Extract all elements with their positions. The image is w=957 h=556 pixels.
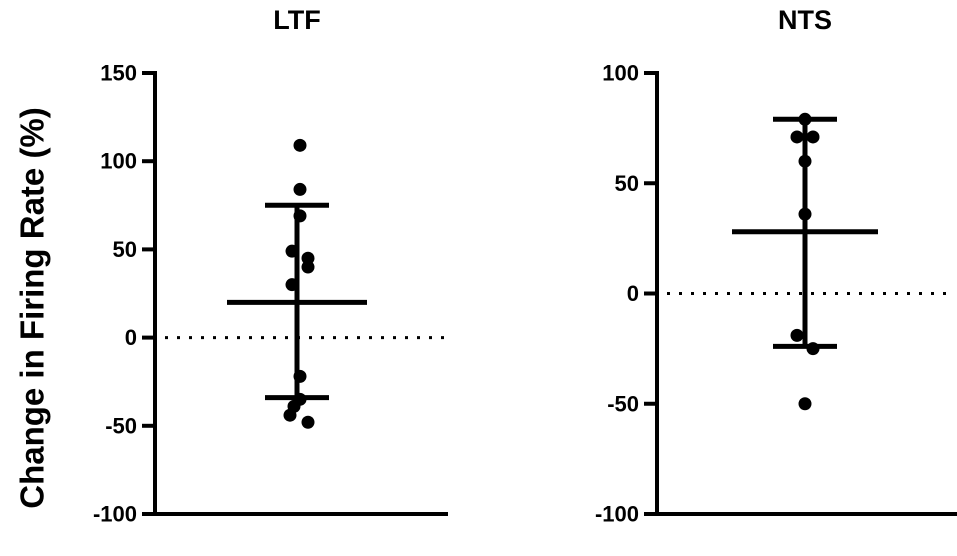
ltf-data-point	[283, 408, 297, 422]
nts-chart-title: NTS	[778, 5, 832, 35]
ltf-y-tick-label: 50	[113, 237, 137, 262]
nts-data-point	[806, 342, 820, 356]
nts-data-point	[798, 397, 812, 411]
nts-data-point	[790, 328, 804, 342]
ltf-data-point	[293, 369, 307, 383]
ltf-y-tick-label: 100	[100, 149, 137, 174]
ltf-panel: LTF -100 -50 0 50 100 150	[93, 5, 448, 527]
ltf-y-tick-label: -50	[105, 413, 137, 438]
ltf-y-tick-label: 150	[100, 61, 137, 86]
nts-y-tick-label: 100	[602, 61, 639, 86]
ltf-data-point	[285, 278, 299, 292]
nts-y-tick-label: -100	[595, 502, 639, 527]
ltf-y-tick-label: -100	[93, 502, 137, 527]
nts-data-point	[798, 207, 812, 221]
nts-data-point	[798, 112, 812, 126]
ltf-data-point	[293, 182, 307, 196]
ltf-data-point	[293, 138, 307, 152]
y-axis-label: Change in Firing Rate (%)	[14, 107, 51, 509]
nts-y-tick-label: -50	[607, 391, 639, 416]
nts-data-point	[806, 130, 820, 144]
ltf-y-tick-label: 0	[125, 325, 137, 350]
nts-data-point	[790, 130, 804, 144]
ltf-chart-title: LTF	[273, 5, 320, 35]
nts-y-tick-label: 50	[615, 171, 639, 196]
nts-data-point	[798, 154, 812, 168]
ltf-data-point	[301, 415, 315, 429]
nts-y-tick-label: 0	[627, 281, 639, 306]
ltf-data-point	[285, 244, 299, 258]
ltf-data-point	[293, 209, 307, 223]
nts-panel: NTS -100 -50 0 50 100	[595, 5, 957, 527]
ltf-data-point	[301, 260, 315, 274]
